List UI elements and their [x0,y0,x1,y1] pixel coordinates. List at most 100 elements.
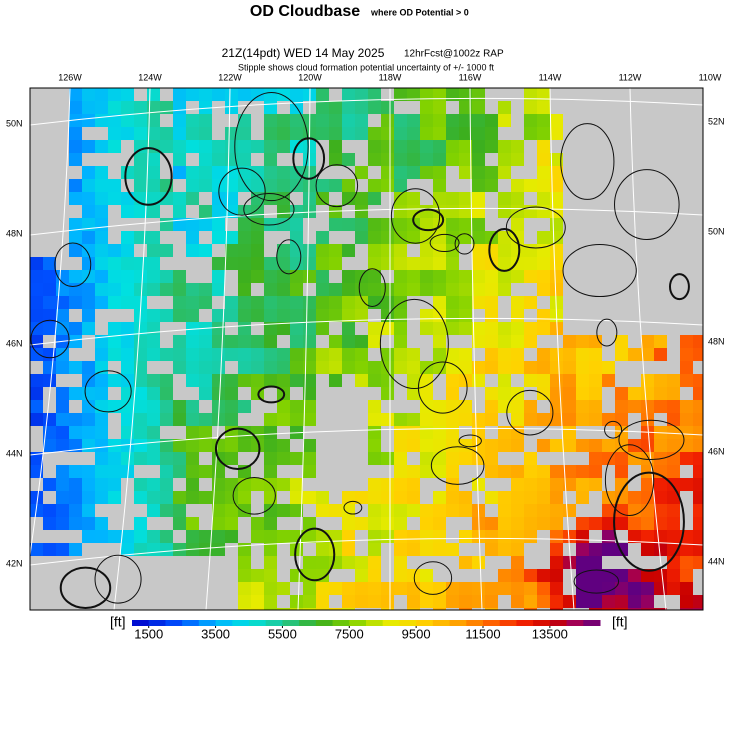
colorbar-tick-label: 5500 [268,626,297,641]
cloudbase-cell [537,348,550,361]
cloudbase-cell [446,504,459,517]
cloudbase-cell [186,88,199,101]
cloudbase-cell [368,218,381,231]
cloudbase-cell [342,88,355,101]
cloudbase-cell [355,218,368,231]
cloudbase-cell [56,361,69,374]
cloudbase-cell [550,465,563,478]
cloudbase-cell [680,348,693,361]
cloudbase-cell [550,166,563,179]
cloudbase-cell [342,127,355,140]
cloudbase-cell [459,114,472,127]
cloudbase-cell [550,595,563,608]
cloudbase-cell [160,348,173,361]
lon-label: 110W [699,72,722,82]
cloudbase-cell [459,504,472,517]
cloudbase-cell [433,348,446,361]
cloudbase-cell [264,166,277,179]
cloudbase-cell [303,387,316,400]
cloudbase-cell [407,569,420,582]
cloudbase-cell [225,309,238,322]
cloudbase-cell [446,153,459,166]
cloudbase-cell [173,127,186,140]
cloudbase-cell [43,296,56,309]
cloudbase-cell [316,348,329,361]
cloudbase-cell [381,231,394,244]
cloudbase-cell [641,543,654,556]
cloudbase-cell [680,543,693,556]
colorbar-segment [349,620,367,626]
cloudbase-cell [56,309,69,322]
cloudbase-cell [498,543,511,556]
cloudbase-cell [329,335,342,348]
cloudbase-cell [498,400,511,413]
cloudbase-cell [550,270,563,283]
lat-label-right: 48N [708,336,725,346]
cloudbase-cell [420,452,433,465]
cloudbase-cell [342,192,355,205]
cloudbase-cell [368,296,381,309]
cloudbase-cell [472,413,485,426]
cloudbase-cell [173,101,186,114]
cloudbase-cell [95,530,108,543]
cloudbase-cell [147,439,160,452]
cloudbase-cell [368,569,381,582]
cloudbase-cell [134,270,147,283]
cloudbase-cell [615,504,628,517]
cloudbase-cell [303,595,316,608]
cloudbase-cell [550,114,563,127]
cloudbase-cell [381,478,394,491]
cloudbase-cell [433,335,446,348]
cloudbase-cell [511,244,524,257]
cloudbase-cell [498,101,511,114]
cloudbase-cell [108,127,121,140]
cloudbase-cell [485,166,498,179]
cloudbase-cell [433,309,446,322]
meridian [113,87,151,611]
cloudbase-cell [316,543,329,556]
cloudbase-cell [524,400,537,413]
cloudbase-cell [511,530,524,543]
cloudbase-cell [693,517,703,530]
colorbar-segment [566,620,584,626]
cloudbase-cell [524,569,537,582]
cloudbase-cell [95,478,108,491]
cloudbase-cell [563,530,576,543]
cloudbase-cell [485,439,498,452]
cloudbase-cell [537,439,550,452]
cloudbase-cell [355,127,368,140]
cloudbase-cell [667,439,680,452]
cloudbase-cell [472,582,485,595]
cloudbase-cell [121,270,134,283]
cloudbase-cell [433,192,446,205]
cloudbase-cell [459,556,472,569]
cloudbase-cell [95,465,108,478]
colorbar-segment [483,620,501,626]
cloudbase-cell [30,270,43,283]
cloudbase-cell [186,166,199,179]
cloudbase-cell [108,348,121,361]
cloudbase-cell [329,244,342,257]
cloudbase-cell [472,88,485,101]
cloudbase-cell [173,491,186,504]
cloudbase-cell [199,413,212,426]
cloudbase-cell [238,608,251,610]
cloudbase-cell [30,374,43,387]
cloudbase-cell [95,101,108,114]
cloudbase-cell [420,166,433,179]
cloudbase-cell [251,608,264,610]
cloudbase-cell [394,205,407,218]
cloudbase-cell [693,556,703,569]
cloudbase-cell [303,179,316,192]
colorbar-segment [132,620,150,626]
cloudbase-cell [641,569,654,582]
cloudbase-cell [199,114,212,127]
cloudbase-cell [264,361,277,374]
cloudbase-cell [693,335,703,348]
cloudbase-cell [121,231,134,244]
cloudbase-cell [56,387,69,400]
cloudbase-cell [30,309,43,322]
cloudbase-cell [524,127,537,140]
cloudbase-cell [368,335,381,348]
cloudbase-cell [381,517,394,530]
